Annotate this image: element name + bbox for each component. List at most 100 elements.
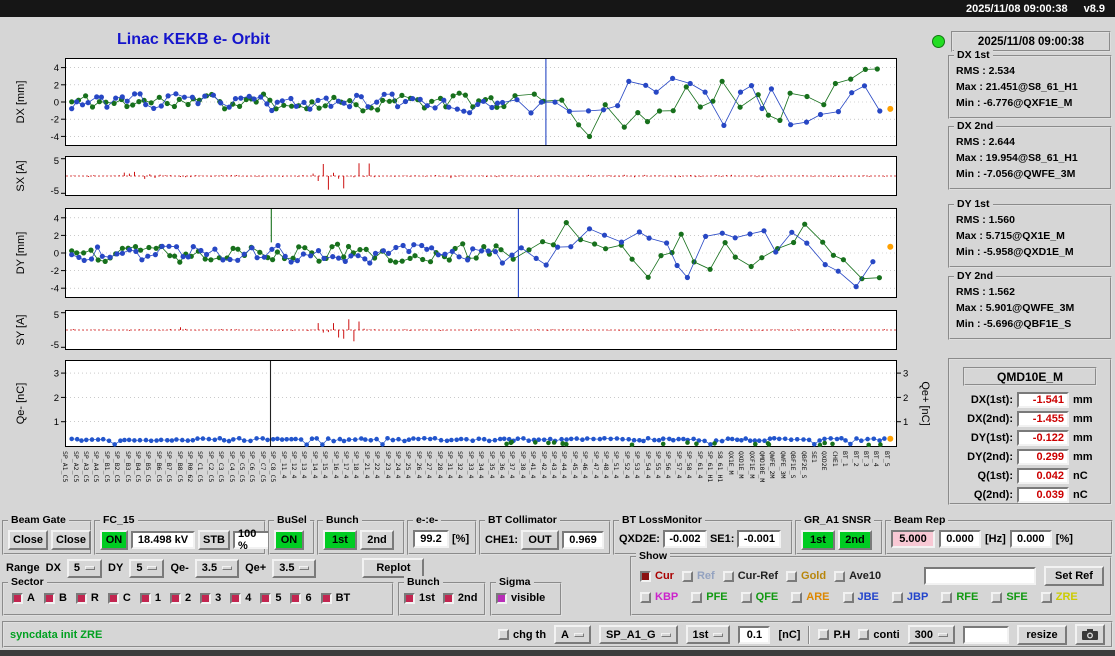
show-checkbox-qfe[interactable]: QFE bbox=[740, 591, 778, 603]
show-checkbox-box[interactable] bbox=[722, 570, 734, 582]
range-qem-select[interactable]: 3.5 bbox=[194, 558, 240, 578]
bunch-checkbox-box[interactable] bbox=[404, 592, 415, 604]
show-checkbox-box[interactable] bbox=[1040, 591, 1052, 603]
option-indicator bbox=[85, 566, 96, 570]
show-checkbox-sfe[interactable]: SFE bbox=[991, 591, 1028, 603]
sector-checkbox-4[interactable]: 4 bbox=[230, 592, 251, 604]
show-checkbox-box[interactable] bbox=[786, 570, 798, 582]
sector-checkbox-bt[interactable]: BT bbox=[320, 592, 350, 604]
bunch-checkbox-1st[interactable]: 1st bbox=[404, 592, 435, 604]
x-axis-label: SP_45_4 bbox=[570, 451, 579, 479]
show-checkbox-box[interactable] bbox=[834, 570, 846, 582]
sector-checkbox-box[interactable] bbox=[107, 592, 119, 604]
show-checkbox-kbp[interactable]: KBP bbox=[640, 591, 678, 603]
x-axis-label: BT_3 bbox=[861, 451, 870, 467]
bpm-select[interactable]: SP_A1_G bbox=[599, 625, 678, 644]
show-checkbox-are[interactable]: ARE bbox=[791, 591, 830, 603]
gr-snsr-1st-button[interactable]: 1st bbox=[801, 530, 835, 550]
sector-checkbox-b[interactable]: B bbox=[43, 592, 67, 604]
ref-name-input[interactable] bbox=[924, 567, 1036, 585]
sector-checkbox-5[interactable]: 5 bbox=[260, 592, 281, 604]
fc15-stb-button[interactable]: STB bbox=[198, 530, 230, 550]
show-checkbox-box[interactable] bbox=[891, 591, 903, 603]
sector-checkbox-box[interactable] bbox=[43, 592, 55, 604]
busel-on-button[interactable]: ON bbox=[274, 530, 304, 550]
aux-input[interactable] bbox=[963, 625, 1009, 644]
show-checkbox-box[interactable] bbox=[640, 570, 651, 582]
sector-checkbox-box[interactable] bbox=[169, 592, 181, 604]
show-checkbox-box[interactable] bbox=[640, 591, 651, 603]
show-checkbox-jbp[interactable]: JBP bbox=[891, 591, 928, 603]
bunch-checkbox-2nd[interactable]: 2nd bbox=[442, 592, 477, 604]
sector-checkbox-6[interactable]: 6 bbox=[290, 592, 312, 604]
gr-snsr-group-label: GR_A1 SNSR bbox=[801, 514, 875, 527]
option-indicator bbox=[574, 632, 584, 637]
show-checkbox-box[interactable] bbox=[791, 591, 803, 603]
sector-select[interactable]: A bbox=[554, 625, 591, 644]
fc15-on-button[interactable]: ON bbox=[100, 530, 128, 550]
sector-checkbox-2[interactable]: 2 bbox=[169, 592, 191, 604]
monitor-row-label: Q(2nd): bbox=[973, 488, 1013, 501]
show-checkbox-box[interactable] bbox=[681, 570, 693, 582]
sector-checkbox-box[interactable] bbox=[290, 592, 302, 604]
range-dx-select[interactable]: 5 bbox=[66, 558, 103, 578]
show-checkbox-pfe[interactable]: PFE bbox=[691, 591, 728, 603]
chg-th-checkbox-box[interactable] bbox=[498, 629, 510, 640]
show-checkbox-cur[interactable]: Cur bbox=[640, 570, 674, 582]
che1-out-button[interactable]: OUT bbox=[521, 530, 560, 550]
show-checkbox-box[interactable] bbox=[691, 591, 703, 603]
show-checkbox-box[interactable] bbox=[991, 591, 1003, 603]
sector-checkbox-box[interactable] bbox=[139, 592, 151, 604]
range-qep-select[interactable]: 3.5 bbox=[272, 558, 317, 578]
show-checkbox-box[interactable] bbox=[842, 591, 854, 603]
show-checkbox-rfe[interactable]: RFE bbox=[941, 591, 978, 603]
show-checkbox-ave10[interactable]: Ave10 bbox=[834, 570, 881, 582]
sector-checkbox-box[interactable] bbox=[320, 592, 332, 604]
conti-checkbox-box[interactable] bbox=[858, 629, 870, 640]
bunch-1st-button[interactable]: 1st bbox=[323, 530, 357, 550]
beam-gate-close1-button[interactable]: Close bbox=[8, 530, 48, 550]
chg-th-checkbox[interactable]: chg th bbox=[498, 629, 546, 641]
monitor-row-label: DY(1st): bbox=[970, 431, 1013, 444]
sector-checkbox-a[interactable]: A bbox=[12, 592, 35, 604]
count-select[interactable]: 300 bbox=[907, 625, 955, 644]
sector-checkbox-box[interactable] bbox=[230, 592, 242, 604]
conti-checkbox[interactable]: conti bbox=[858, 629, 900, 641]
show-checkbox-zre[interactable]: ZRE bbox=[1040, 591, 1078, 603]
x-axis-label: SP_22_4 bbox=[373, 451, 382, 479]
ph-checkbox-box[interactable] bbox=[818, 629, 830, 640]
ph-checkbox[interactable]: P.H bbox=[818, 629, 850, 641]
gr-snsr-2nd-button[interactable]: 2nd bbox=[838, 530, 872, 550]
bt-collimator-group-label: BT Collimator bbox=[485, 514, 560, 527]
show-checkbox-cur-ref[interactable]: Cur-Ref bbox=[722, 570, 778, 582]
resize-button[interactable]: resize bbox=[1017, 624, 1067, 645]
beam-gate-close2-button[interactable]: Close bbox=[51, 530, 91, 550]
set-ref-button[interactable]: Set Ref bbox=[1044, 566, 1104, 586]
sector-checkbox-box[interactable] bbox=[200, 592, 212, 604]
show-checkbox-jbe[interactable]: JBE bbox=[842, 591, 879, 603]
sector-checkbox-r[interactable]: R bbox=[75, 592, 99, 604]
bunch-select[interactable]: 1st bbox=[685, 625, 731, 644]
monitor-rows: DX(1st): -1.541 mm DX(2nd): -1.455 mm DY(1st):… bbox=[950, 390, 1110, 504]
sigma-visible-checkbox-box[interactable] bbox=[496, 592, 507, 604]
sector-checkbox-box[interactable] bbox=[260, 592, 272, 604]
stat-line: Max : 5.901@QWFE_3M bbox=[956, 302, 1075, 314]
snapshot-button[interactable] bbox=[1075, 624, 1105, 645]
range-dy-select[interactable]: 5 bbox=[129, 558, 165, 578]
replot-button[interactable]: Replot bbox=[362, 558, 425, 578]
range-dx-label: DX bbox=[45, 562, 61, 574]
show-checkbox-ref[interactable]: Ref bbox=[681, 570, 715, 582]
sector-checkbox-3[interactable]: 3 bbox=[200, 592, 221, 604]
sector-checkbox-c[interactable]: C bbox=[107, 592, 131, 604]
bunch-select-group: Bunch 1st 2nd bbox=[398, 576, 486, 616]
show-checkbox-box[interactable] bbox=[941, 591, 953, 603]
show-checkbox-gold[interactable]: Gold bbox=[786, 570, 826, 582]
sigma-visible-checkbox[interactable]: visible bbox=[496, 592, 545, 604]
beam-rep-hz-label: [Hz] bbox=[985, 533, 1006, 545]
sector-checkbox-1[interactable]: 1 bbox=[139, 592, 161, 604]
bunch-checkbox-box[interactable] bbox=[442, 592, 454, 604]
bunch-2nd-button[interactable]: 2nd bbox=[360, 530, 394, 550]
show-checkbox-box[interactable] bbox=[740, 591, 752, 603]
sector-checkbox-box[interactable] bbox=[75, 592, 87, 604]
sector-checkbox-box[interactable] bbox=[12, 592, 23, 604]
